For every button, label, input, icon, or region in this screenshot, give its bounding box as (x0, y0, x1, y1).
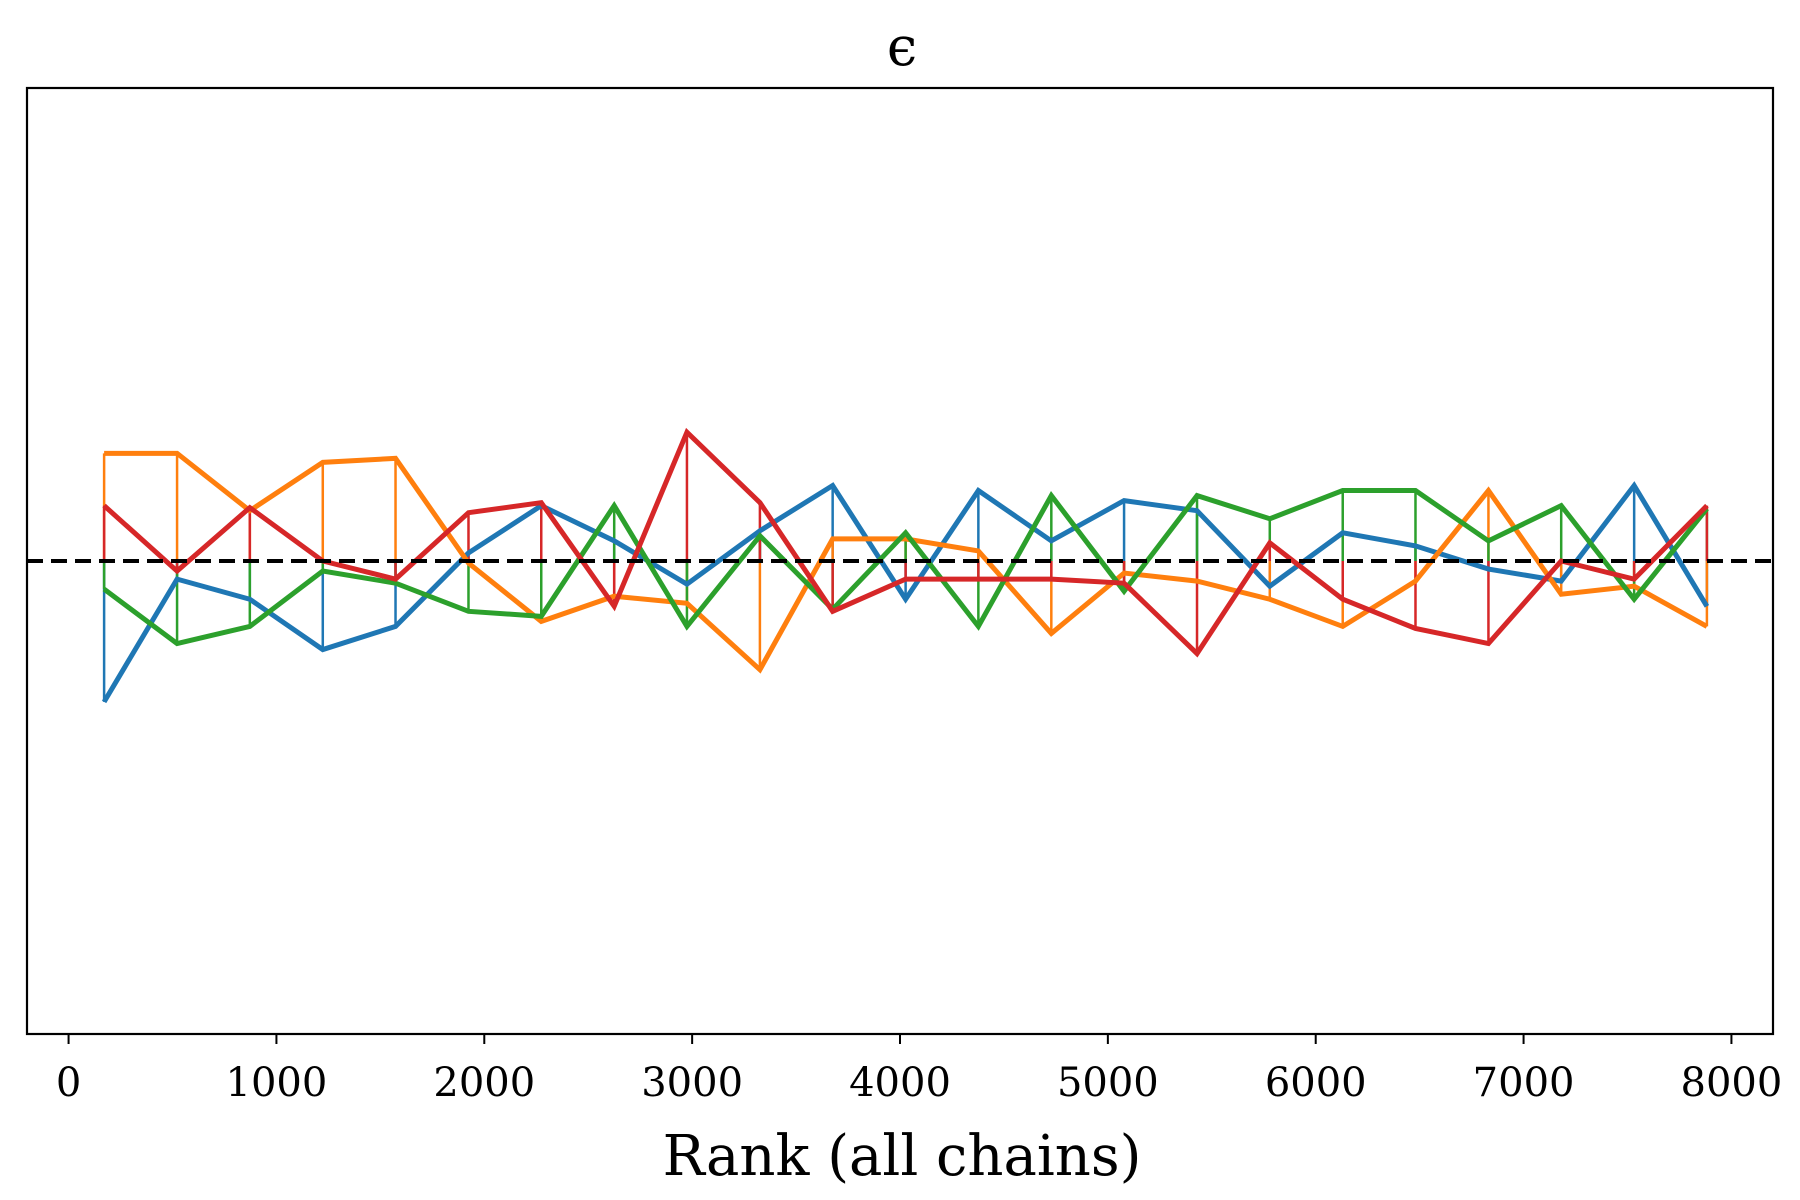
x-tick-label: 8000 (1681, 1060, 1783, 1106)
x-axis-label: Rank (all chains) (663, 1124, 1142, 1189)
chart-title: ϵ (887, 15, 917, 78)
x-tick-label: 4000 (849, 1060, 951, 1106)
series-3-line (102, 488, 1709, 647)
series-4-line (102, 427, 1709, 658)
x-tick-label: 6000 (1265, 1060, 1367, 1106)
series-2-line (104, 450, 1709, 674)
plot-area (27, 427, 1773, 704)
x-tick-label: 3000 (641, 1060, 743, 1106)
x-tick-label: 1000 (226, 1060, 328, 1106)
x-tick-label: 0 (56, 1060, 81, 1106)
x-axis: 0 1000 2000 3000 4000 5000 6000 7000 8000 (56, 1034, 1782, 1106)
x-tick-label: 5000 (1057, 1060, 1159, 1106)
x-tick-label: 7000 (1473, 1060, 1575, 1106)
x-tick-label: 2000 (433, 1060, 535, 1106)
